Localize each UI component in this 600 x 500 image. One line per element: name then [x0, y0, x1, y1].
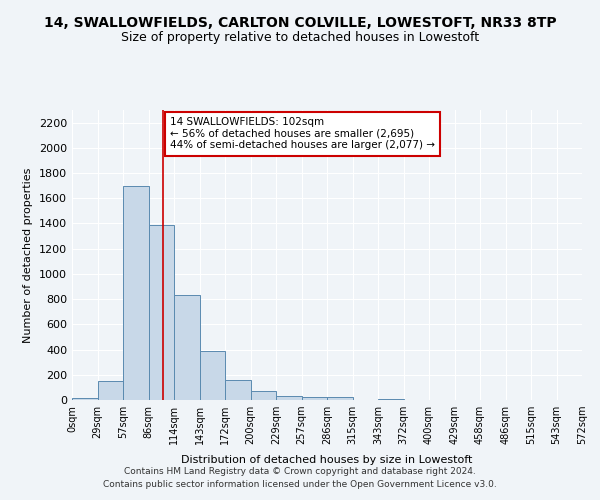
Text: Contains HM Land Registry data © Crown copyright and database right 2024.: Contains HM Land Registry data © Crown c… [124, 467, 476, 476]
Bar [327, 397, 353, 400]
Bar [302, 398, 327, 400]
Bar [378, 398, 404, 400]
Bar [149, 224, 174, 400]
Text: Size of property relative to detached houses in Lowestoft: Size of property relative to detached ho… [121, 31, 479, 44]
Text: Contains public sector information licensed under the Open Government Licence v3: Contains public sector information licen… [103, 480, 497, 489]
X-axis label: Distribution of detached houses by size in Lowestoft: Distribution of detached houses by size … [181, 456, 473, 466]
Bar [97, 381, 123, 400]
Text: 14 SWALLOWFIELDS: 102sqm
← 56% of detached houses are smaller (2,695)
44% of sem: 14 SWALLOWFIELDS: 102sqm ← 56% of detach… [170, 117, 435, 150]
Bar [276, 396, 302, 400]
Bar [199, 352, 225, 400]
Bar [72, 398, 97, 400]
Y-axis label: Number of detached properties: Number of detached properties [23, 168, 34, 342]
Text: 14, SWALLOWFIELDS, CARLTON COLVILLE, LOWESTOFT, NR33 8TP: 14, SWALLOWFIELDS, CARLTON COLVILLE, LOW… [44, 16, 556, 30]
Bar [225, 380, 251, 400]
Bar [174, 296, 199, 400]
Bar [251, 391, 276, 400]
Bar [123, 186, 149, 400]
